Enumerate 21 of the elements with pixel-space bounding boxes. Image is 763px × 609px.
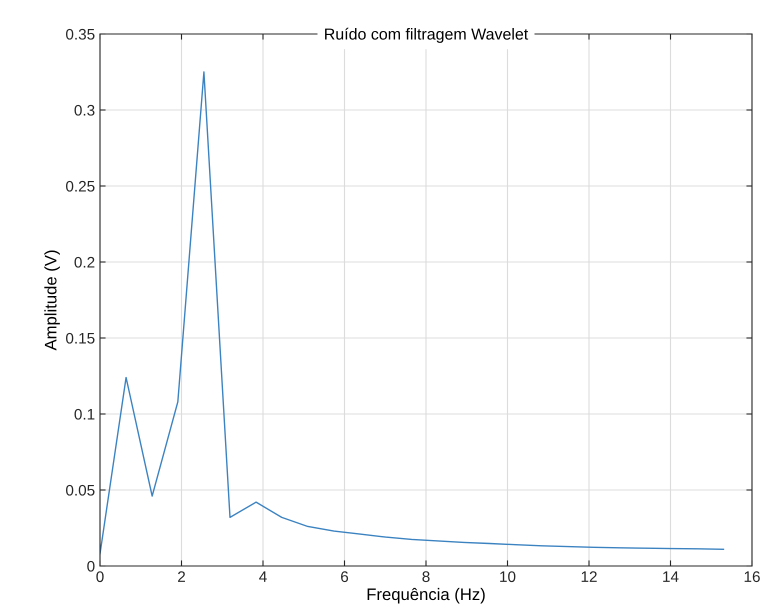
y-tick-label: 0.25	[66, 180, 94, 192]
line-series	[100, 71, 724, 555]
y-tick-label: 0.35	[66, 28, 94, 40]
x-tick-label: 0	[96, 571, 104, 582]
chart-title: Ruído com filtragem Wavelet	[325, 28, 528, 43]
y-tick-label: 0	[87, 560, 95, 572]
y-axis-title: Amplitude (V)	[44, 250, 60, 350]
x-tick-label: 2	[178, 571, 185, 582]
x-tick-label: 10	[500, 571, 516, 582]
y-tick-label: 0.3	[74, 104, 94, 116]
y-tick-label: 0.1	[74, 408, 94, 420]
x-tick-label: 12	[582, 571, 597, 582]
y-tick-label: 0.05	[66, 484, 94, 496]
x-tick-label: 14	[663, 571, 679, 582]
y-tick-label: 0.15	[66, 332, 94, 344]
x-tick-label: 16	[744, 571, 760, 582]
x-tick-label: 8	[422, 571, 430, 582]
y-tick-label: 0.2	[74, 256, 94, 268]
x-tick-label: 4	[259, 571, 267, 582]
x-tick-label: 6	[341, 571, 348, 582]
x-axis-title: Frequência (Hz)	[368, 588, 485, 604]
